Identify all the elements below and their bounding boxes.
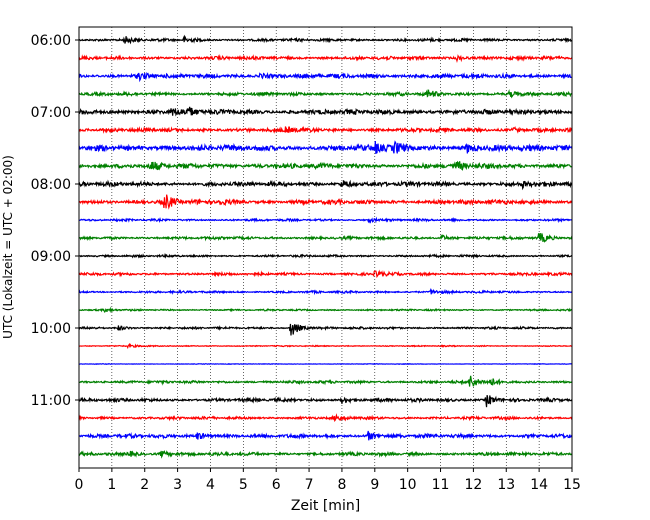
trace-line: [78, 449, 573, 459]
x-tick-label: 4: [206, 477, 215, 493]
y-tick-label: 07:00: [31, 105, 71, 121]
trace-line: [78, 34, 573, 45]
x-tick-label: 11: [432, 477, 450, 493]
x-tick-label: 7: [305, 477, 314, 493]
trace-line: [78, 53, 573, 64]
y-tick-label: 10:00: [31, 321, 71, 337]
trace-line: [78, 179, 573, 191]
x-axis-label: Zeit [min]: [291, 498, 360, 514]
trace-line: [78, 323, 573, 336]
trace-line: [78, 125, 573, 134]
x-tick-label: 5: [239, 477, 248, 493]
seismic-traces: [78, 34, 573, 459]
trace-line: [78, 362, 573, 366]
x-tick-label: 9: [370, 477, 379, 493]
trace-line: [78, 306, 573, 313]
trace-line: [78, 287, 573, 296]
x-tick-label: 8: [337, 477, 346, 493]
trace-line: [78, 140, 573, 155]
y-axis-ticks: 06:00 07:00 08:00 09:00 10:00 11:00: [31, 33, 79, 409]
x-tick-label: 3: [173, 477, 182, 493]
x-tick-label: 15: [563, 477, 581, 493]
plot-background: [79, 27, 572, 468]
x-tick-label: 0: [75, 477, 84, 493]
x-axis-ticks: 0 1 2 3 4 5 6 7 8 9 10 11 12 13 14 15: [75, 468, 581, 493]
x-tick-label: 2: [140, 477, 149, 493]
y-tick-label: 06:00: [31, 33, 71, 49]
y-tick-label: 11:00: [31, 393, 71, 409]
trace-line: [78, 160, 573, 171]
y-axis-label: UTC (Lokalzeit = UTC + 02:00): [1, 155, 15, 339]
x-tick-label: 1: [107, 477, 116, 493]
plot-frame: [78, 26, 573, 469]
trace-line: [78, 106, 573, 117]
x-tick-label: 13: [497, 477, 515, 493]
x-tick-label: 14: [530, 477, 548, 493]
trace-line: [78, 216, 573, 224]
trace-line: [78, 232, 573, 243]
trace-line: [78, 71, 573, 83]
trace-line: [78, 194, 573, 210]
y-tick-label: 09:00: [31, 249, 71, 265]
trace-line: [78, 342, 573, 350]
trace-line: [78, 375, 573, 387]
y-tick-label: 08:00: [31, 177, 71, 193]
trace-line: [78, 88, 573, 99]
x-tick-label: 6: [272, 477, 281, 493]
trace-line: [78, 394, 573, 408]
trace-line: [78, 252, 573, 260]
x-tick-label: 12: [464, 477, 482, 493]
trace-line: [78, 413, 573, 423]
x-tick-label: 10: [399, 477, 417, 493]
trace-line: [78, 430, 573, 441]
trace-line: [78, 269, 573, 279]
